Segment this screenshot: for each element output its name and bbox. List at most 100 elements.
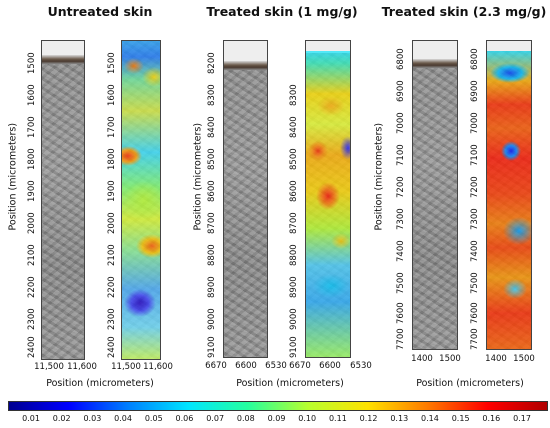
y-tick-label: 9100 bbox=[207, 336, 217, 358]
y-tick-label: 8400 bbox=[289, 116, 299, 138]
y-tick-label: 7600 bbox=[396, 302, 406, 324]
heatmap-overlay-untreated bbox=[122, 41, 160, 359]
x-tick-label: 6670 bbox=[289, 361, 311, 371]
x-tick-label: 6670 bbox=[205, 361, 227, 371]
y-tick-label: 7400 bbox=[470, 240, 480, 262]
x-tick-label: 11,600 bbox=[143, 362, 173, 372]
colorbar-tick-label: 0.10 bbox=[298, 414, 317, 423]
y-tick-label: 1500 bbox=[27, 52, 37, 74]
y-tick-label: 8800 bbox=[289, 244, 299, 266]
y-tick-label: 8400 bbox=[207, 116, 217, 138]
colorbar-tick-label: 0.08 bbox=[236, 414, 255, 423]
y-tick-label: 2200 bbox=[27, 276, 37, 298]
x-tick-label: 11,500 bbox=[111, 362, 141, 372]
y-tick-label: 8800 bbox=[207, 244, 217, 266]
y-tick-label: 1600 bbox=[107, 84, 117, 106]
y-tick-label: 2400 bbox=[27, 336, 37, 358]
y-tick-labels-panel-1-plain: 1500 1600 1700 1800 1900 2000 2100 2200 … bbox=[27, 40, 41, 360]
heatmap-overlay-treated-1mg bbox=[306, 51, 350, 357]
y-tick-label: 8700 bbox=[207, 212, 217, 234]
y-tick-label: 8900 bbox=[289, 276, 299, 298]
colorbar-tick-label: 0.07 bbox=[206, 414, 225, 423]
y-tick-label: 1900 bbox=[107, 180, 117, 202]
panel-title-untreated: Untreated skin bbox=[47, 4, 153, 19]
colorbar-tick-label: 0.03 bbox=[83, 414, 102, 423]
y-tick-label: 2100 bbox=[107, 244, 117, 266]
y-tick-label: 8600 bbox=[289, 180, 299, 202]
colorbar-tick-label: 0.04 bbox=[114, 414, 132, 423]
y-tick-label: 2100 bbox=[27, 244, 37, 266]
x-tick-label: 1500 bbox=[513, 354, 535, 364]
heatmap-overlay-treated-2-3mg bbox=[487, 51, 531, 349]
y-tick-label: 9000 bbox=[289, 308, 299, 330]
x-tick-label: 11,500 bbox=[34, 362, 64, 372]
y-tick-label: 6800 bbox=[470, 48, 480, 70]
y-tick-label: 7100 bbox=[396, 144, 406, 166]
y-tick-label: 8200 bbox=[207, 52, 217, 74]
y-tick-label: 8500 bbox=[207, 148, 217, 170]
y-tick-label: 8600 bbox=[207, 180, 217, 202]
colorbar-tick-label: 0.06 bbox=[175, 414, 194, 423]
y-tick-label: 2200 bbox=[107, 276, 117, 298]
x-tick-label: 6600 bbox=[235, 361, 257, 371]
y-tick-label: 8700 bbox=[289, 212, 299, 234]
y-tick-labels-panel-1-overlay: 1500 1600 1700 1800 1900 2000 2100 2200 … bbox=[107, 40, 121, 360]
y-axis-title-panel-3: Position (micrometers) bbox=[373, 122, 385, 231]
y-tick-label: 1800 bbox=[107, 148, 117, 170]
micrograph-treated-1mg-heatmap bbox=[305, 40, 351, 358]
y-tick-label: 1900 bbox=[27, 180, 37, 202]
y-tick-label: 7400 bbox=[396, 240, 406, 262]
y-tick-label: 7300 bbox=[396, 208, 406, 230]
micrograph-treated-2-3mg-plain bbox=[412, 40, 458, 350]
y-tick-label: 7500 bbox=[396, 272, 406, 294]
colorbar-tick-label: 0.09 bbox=[267, 414, 286, 423]
y-tick-label: 6900 bbox=[470, 80, 480, 102]
x-axis-title-panel-1: Position (micrometers) bbox=[46, 378, 154, 389]
micrograph-untreated-heatmap bbox=[121, 40, 161, 360]
x-axis-title-panel-2: Position (micrometers) bbox=[236, 378, 344, 389]
y-tick-label: 7700 bbox=[396, 328, 406, 350]
y-tick-label: 7000 bbox=[470, 112, 480, 134]
x-tick-label: 1500 bbox=[439, 354, 461, 364]
colorbar-tick-label: 0.13 bbox=[390, 414, 409, 423]
y-tick-label: 9100 bbox=[289, 336, 299, 358]
y-tick-label: 7300 bbox=[470, 208, 480, 230]
y-tick-label: 2000 bbox=[107, 212, 117, 234]
micrograph-treated-1mg-plain bbox=[223, 40, 268, 358]
y-tick-label: 7600 bbox=[470, 302, 480, 324]
y-tick-label: 1700 bbox=[27, 116, 37, 138]
colorbar-tick-label: 0.05 bbox=[144, 414, 163, 423]
y-tick-label: 6900 bbox=[396, 80, 406, 102]
y-axis-title-panel-1: Position (micrometers) bbox=[7, 122, 19, 231]
y-tick-labels-panel-3-overlay: 6800 6900 7000 7100 7200 7300 7400 7500 … bbox=[470, 40, 484, 350]
y-tick-labels-panel-2-plain: 8200 8300 8400 8500 8600 8700 8800 8900 … bbox=[207, 40, 221, 358]
y-tick-labels-panel-2-overlay: 8300 8400 8500 8600 8700 8800 8900 9000 … bbox=[289, 40, 303, 358]
y-tick-label: 9000 bbox=[207, 308, 217, 330]
x-tick-label: 6600 bbox=[319, 361, 341, 371]
colorbar-tick-label: 0.15 bbox=[451, 414, 470, 423]
x-tick-label: 1400 bbox=[411, 354, 433, 364]
colorbar-tick-label: 0.11 bbox=[328, 414, 347, 423]
y-tick-label: 7500 bbox=[470, 272, 480, 294]
y-tick-label: 1600 bbox=[27, 84, 37, 106]
x-tick-label: 1400 bbox=[485, 354, 507, 364]
y-axis-title-panel-2: Position (micrometers) bbox=[192, 122, 204, 231]
colorbar-tick-label: 0.12 bbox=[359, 414, 378, 423]
micrograph-treated-2-3mg-heatmap bbox=[486, 40, 532, 350]
y-tick-label: 1500 bbox=[107, 52, 117, 74]
panel-title-treated-2-3mg: Treated skin (2.3 mg/g) bbox=[381, 4, 547, 19]
colorbar-tick-label: 0.01 bbox=[22, 414, 40, 423]
colorbar bbox=[8, 401, 548, 411]
y-tick-label: 2000 bbox=[27, 212, 37, 234]
y-tick-label: 7200 bbox=[396, 176, 406, 198]
y-tick-label: 2300 bbox=[27, 308, 37, 330]
y-tick-label: 2400 bbox=[107, 336, 117, 358]
y-tick-label: 8500 bbox=[289, 148, 299, 170]
y-tick-label: 1800 bbox=[27, 148, 37, 170]
y-tick-labels-panel-3-plain: 6800 6900 7000 7100 7200 7300 7400 7500 … bbox=[396, 40, 410, 350]
y-tick-label: 2300 bbox=[107, 308, 117, 330]
y-tick-label: 1700 bbox=[107, 116, 117, 138]
y-tick-label: 6800 bbox=[396, 48, 406, 70]
y-tick-label: 7100 bbox=[470, 144, 480, 166]
colorbar-tick-label: 0.02 bbox=[52, 414, 71, 423]
